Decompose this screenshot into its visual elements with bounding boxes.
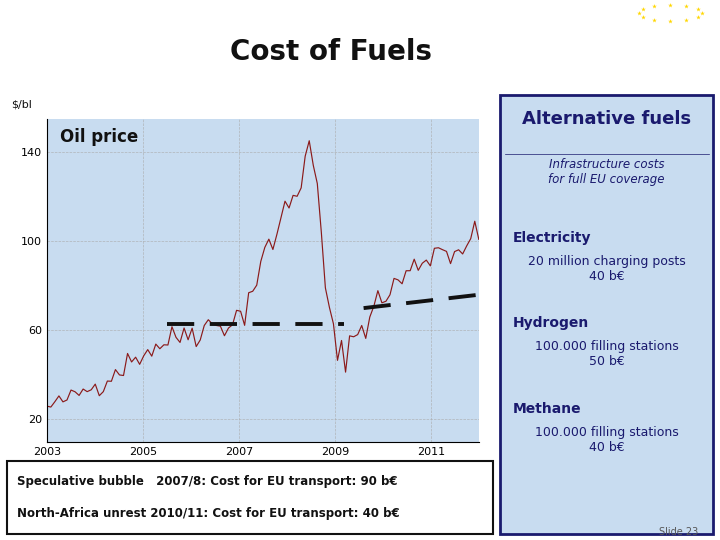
Text: 100.000 filling stations
40 b€: 100.000 filling stations 40 b€ bbox=[535, 426, 678, 454]
Text: Hydrogen: Hydrogen bbox=[513, 316, 590, 330]
Text: Infrastructure costs
for full EU coverage: Infrastructure costs for full EU coverag… bbox=[549, 158, 665, 186]
Text: Cost of Fuels: Cost of Fuels bbox=[230, 38, 432, 66]
Text: Slide 23: Slide 23 bbox=[659, 527, 698, 537]
Text: 100.000 filling stations
50 b€: 100.000 filling stations 50 b€ bbox=[535, 340, 678, 368]
Text: $/bl: $/bl bbox=[11, 100, 32, 110]
Text: European Commission: European Commission bbox=[203, 8, 341, 18]
Text: Alternative fuels: Alternative fuels bbox=[522, 110, 691, 128]
Text: Oil price: Oil price bbox=[60, 129, 138, 146]
Text: North-Africa unrest 2010/11: Cost for EU transport: 40 b€: North-Africa unrest 2010/11: Cost for EU… bbox=[17, 507, 400, 519]
Text: 20 million charging posts
40 b€: 20 million charging posts 40 b€ bbox=[528, 255, 685, 283]
Text: Directorate General for Mobility and Transport: Directorate General for Mobility and Tra… bbox=[341, 8, 554, 17]
Text: Speculative bubble   2007/8: Cost for EU transport: 90 b€: Speculative bubble 2007/8: Cost for EU t… bbox=[17, 475, 397, 488]
Text: Electricity: Electricity bbox=[513, 231, 592, 245]
Text: Methane: Methane bbox=[513, 402, 582, 416]
